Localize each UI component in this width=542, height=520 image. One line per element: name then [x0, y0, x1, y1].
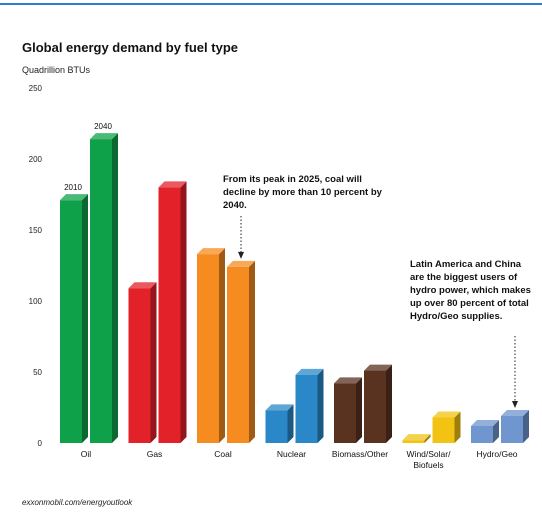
x-category-label: Oil	[81, 449, 92, 459]
bar-top-nuclear-2010	[265, 404, 294, 411]
bar-oil-2010	[60, 200, 82, 443]
bar-top-hydro-geo-2040	[501, 410, 529, 417]
bar-side-hydro-geo-2010	[493, 419, 499, 443]
bar-top-hydro-geo-2010	[471, 419, 499, 426]
bar-top-biomass-other-2040	[364, 364, 392, 371]
x-category-label: Wind/Solar/	[407, 449, 452, 459]
bar-gas-2010	[128, 288, 151, 443]
hydro-callout-arrow-head	[512, 401, 518, 409]
bar-side-gas-2040	[180, 181, 187, 443]
y-tick-label-0: 0	[38, 439, 43, 448]
series-label-2040: 2040	[94, 122, 112, 131]
bar-top-coal-2040	[227, 260, 255, 267]
x-category-label: Nuclear	[277, 449, 306, 459]
bar-side-gas-2010	[150, 282, 157, 443]
coal-callout-arrow-head	[238, 251, 244, 259]
bar-side-wind-solar-biofuels-2010	[424, 434, 431, 443]
bar-hydro-geo-2040	[501, 416, 523, 443]
bar-gas-2040	[158, 187, 181, 443]
bar-side-coal-2010	[219, 248, 225, 443]
bar-top-oil-2010	[60, 194, 88, 201]
bar-side-biomass-other-2010	[356, 377, 362, 443]
chart-title: Global energy demand by fuel type	[22, 40, 238, 55]
bar-top-biomass-other-2010	[334, 377, 362, 384]
coal-annotation: From its peak in 2025, coal will decline…	[223, 174, 382, 211]
y-tick-label-100: 100	[29, 297, 43, 306]
bar-side-coal-2040	[249, 260, 255, 443]
x-category-label: Hydro/Geo	[476, 449, 517, 459]
x-category-label: Gas	[147, 449, 163, 459]
bar-top-gas-2040	[158, 181, 187, 188]
bar-top-oil-2040	[90, 133, 118, 140]
bar-coal-2010	[197, 254, 219, 443]
bar-hydro-geo-2010	[471, 425, 493, 443]
bar-biomass-other-2040	[364, 370, 386, 443]
x-category-label: Biomass/Other	[332, 449, 388, 459]
bar-side-biomass-other-2040	[386, 364, 392, 443]
bar-side-wind-solar-biofuels-2040	[454, 411, 461, 443]
y-tick-label-250: 250	[29, 84, 43, 93]
bar-side-oil-2010	[82, 194, 88, 443]
y-tick-label-50: 50	[33, 368, 42, 377]
source-credit: exxonmobil.com/energyoutlook	[22, 498, 133, 507]
bar-nuclear-2040	[295, 374, 318, 443]
bar-side-nuclear-2010	[287, 404, 294, 443]
bar-top-gas-2010	[128, 282, 157, 289]
bar-side-nuclear-2040	[317, 368, 324, 443]
bar-side-oil-2040	[112, 133, 118, 443]
series-label-2010: 2010	[64, 183, 82, 192]
bar-biomass-other-2010	[334, 383, 356, 443]
bar-wind-solar-biofuels-2010	[402, 440, 425, 443]
hydro-annotation: Latin America and China are the biggest …	[410, 259, 531, 322]
top-rule	[0, 3, 542, 5]
bar-nuclear-2010	[265, 410, 288, 443]
bar-top-wind-solar-biofuels-2010	[402, 434, 431, 441]
x-category-label: Biofuels	[413, 460, 443, 470]
bar-wind-solar-biofuels-2040	[432, 417, 455, 443]
bar-side-hydro-geo-2040	[523, 410, 529, 443]
bar-oil-2040	[90, 139, 112, 443]
y-axis-unit-label: Quadrillion BTUs	[22, 65, 91, 75]
bar-top-coal-2010	[197, 248, 225, 255]
bar-top-nuclear-2040	[295, 368, 324, 375]
bar-coal-2040	[227, 266, 249, 443]
bar-top-wind-solar-biofuels-2040	[432, 411, 461, 418]
y-tick-label-200: 200	[29, 155, 43, 164]
x-category-label: Coal	[214, 449, 232, 459]
y-tick-label-150: 150	[29, 226, 43, 235]
